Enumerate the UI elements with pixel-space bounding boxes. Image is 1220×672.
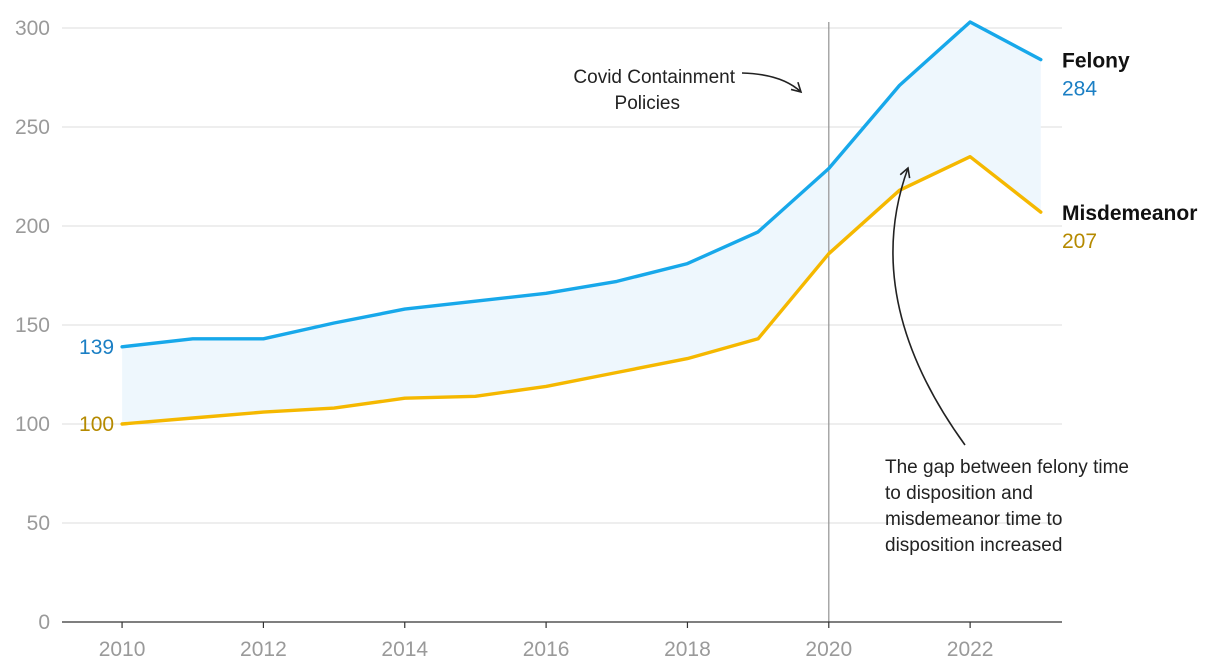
misdemeanor-start-label: 100 (79, 413, 114, 436)
gap-annotation-text: misdemeanor time to (885, 509, 1062, 530)
misdemeanor-end-label: 207 (1062, 230, 1097, 253)
gap-fill-area (122, 22, 1041, 424)
x-tick-label: 2016 (523, 638, 570, 661)
felony-line (120, 20, 1043, 349)
felony-end-label: 284 (1062, 78, 1097, 101)
annotations: Covid Containment Policies The gap between… (573, 67, 1129, 556)
gap-fill-polygon (122, 22, 1041, 424)
y-tick-label: 150 (15, 314, 50, 337)
gap-annotation-text: disposition increased (885, 535, 1062, 556)
x-tick-label: 2014 (381, 638, 428, 661)
y-tick-label: 0 (38, 611, 50, 634)
series-lines (120, 20, 1043, 426)
x-tick-label: 2012 (240, 638, 287, 661)
misdemeanor-line (120, 154, 1043, 426)
x-tick-label: 2022 (947, 638, 994, 661)
y-tick-label: 100 (15, 413, 50, 436)
y-tick-label: 300 (15, 17, 50, 40)
gridlines: 0 50 100 150 200 250 300 (15, 17, 1062, 634)
y-tick-label: 250 (15, 116, 50, 139)
felony-series-name: Felony (1062, 50, 1130, 73)
covid-annotation-arrow (741, 72, 803, 94)
x-tick-label: 2020 (805, 638, 852, 661)
x-tick-label: 2018 (664, 638, 711, 661)
misdemeanor-series-name: Misdemeanor (1062, 202, 1197, 225)
data-labels: 139 Felony 284 100 Misdemeanor 207 (79, 50, 1197, 436)
covid-annotation-text: Policies (615, 93, 680, 114)
gap-annotation-text: to disposition and (885, 483, 1033, 504)
felony-start-label: 139 (79, 336, 114, 359)
gap-annotation-text: The gap between felony time (885, 457, 1129, 478)
covid-annotation-text: Covid Containment (573, 67, 735, 88)
x-tick-label: 2010 (99, 638, 146, 661)
x-axis: 2010 2012 2014 2016 2018 2020 2022 (62, 621, 1062, 661)
gap-annotation-arrow (892, 166, 966, 446)
y-tick-label: 200 (15, 215, 50, 238)
y-tick-label: 50 (27, 512, 50, 535)
